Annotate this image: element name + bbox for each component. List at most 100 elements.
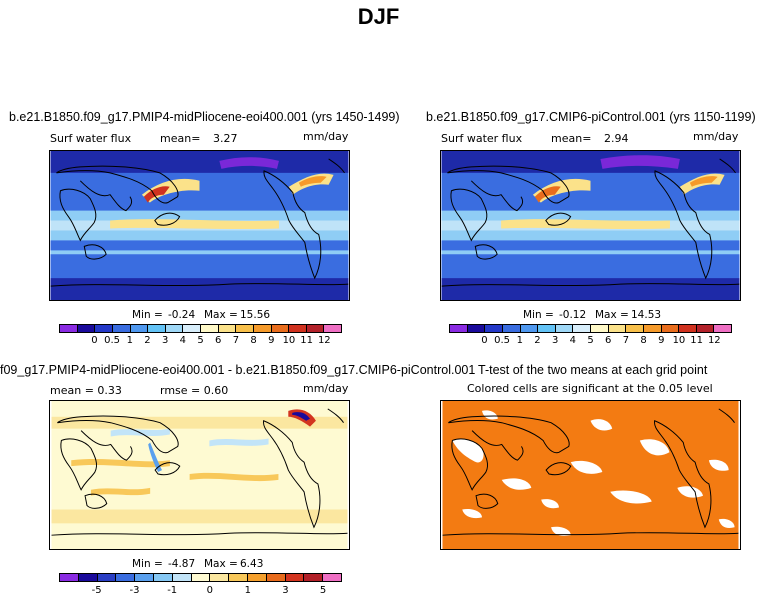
cbar1-box-5 [148, 325, 166, 332]
panel2-min-label: Min = [523, 309, 554, 321]
cbar3-box-0 [60, 574, 79, 581]
panel3-min-label: Min = [132, 558, 163, 570]
cbar3-box-13 [304, 574, 324, 581]
cbar1-tick-2: 1 [126, 335, 133, 346]
cbar1-box-1 [77, 325, 96, 332]
cbar1-box-13 [289, 325, 307, 332]
panel1-var-label: Surf water flux [50, 132, 132, 145]
panel4-title: T-test of the two means at each grid poi… [478, 363, 708, 377]
panel3-mean: mean = 0.33 [50, 384, 122, 397]
cbar3-box-14 [323, 574, 341, 581]
cbar3-box-4 [135, 574, 154, 581]
panel1-max-label: Max = [204, 309, 238, 321]
panel1-title: b.e21.B1850.f09_g17.PMIP4-midPliocene-eo… [9, 110, 400, 124]
panel3-max-value: 6.43 [240, 558, 264, 570]
panel1-mean-value: 3.27 [213, 132, 238, 145]
cbar2-box-15 [714, 325, 731, 332]
cbar3-box-2 [97, 574, 117, 581]
cbar1-box-2 [95, 325, 113, 332]
cbar1-tick-0: 0 [91, 335, 98, 346]
cbar1-tick-5: 4 [179, 335, 186, 346]
panel1-max-value: 15.56 [240, 309, 271, 321]
cbar2-box-14 [696, 325, 715, 332]
cbar1-box-10 [236, 325, 254, 332]
panel1-mean-label: mean= [160, 132, 201, 145]
cbar1-box-7 [183, 325, 201, 332]
cbar1-tick-8: 7 [232, 335, 240, 346]
panel2-max-value: 14.53 [631, 309, 662, 321]
panel1-units: mm/day [303, 130, 349, 143]
cbar3-tick-2: -1 [167, 585, 178, 596]
cbar2-box-4 [520, 325, 539, 332]
cbar1-box-12 [271, 325, 290, 332]
cbar3-box-6 [172, 574, 192, 581]
cbar3-box-12 [285, 574, 305, 581]
cbar1-box-3 [112, 325, 131, 332]
cbar2-tick-4: 3 [551, 335, 559, 346]
cbar2-box-1 [467, 325, 486, 332]
panel3-title: f09_g17.PMIP4-midPliocene-eoi400.001 - b… [0, 363, 476, 377]
cbar2-box-7 [573, 325, 591, 332]
cbar2-tick-6: 5 [587, 335, 594, 346]
panel4-map [440, 400, 741, 550]
cbar2-box-2 [485, 325, 503, 332]
cbar3-tick-3: 0 [206, 585, 214, 596]
cbar2-box-9 [608, 325, 627, 332]
panel2-mean-label: mean= [551, 132, 592, 145]
cbar3-box-5 [153, 574, 173, 581]
cbar2-tick-8: 7 [622, 335, 630, 346]
panel3-max-label: Max = [204, 558, 238, 570]
cbar2-tick-2: 1 [516, 335, 523, 346]
cbar2-box-0 [450, 325, 468, 332]
panel1-map [49, 150, 350, 301]
cbar3-box-1 [78, 574, 98, 581]
cbar2-box-11 [643, 325, 662, 332]
panel2-min-value: -0.12 [559, 309, 587, 321]
cbar2-tick-3: 2 [534, 335, 541, 346]
cbar2-box-8 [591, 325, 609, 332]
cbar3-tick-6: 5 [319, 585, 327, 596]
cbar2-tick-13: 12 [707, 335, 721, 346]
cbar3-tick-4: 1 [244, 585, 251, 596]
cbar1-box-4 [130, 325, 149, 332]
cbar1-tick-7: 6 [215, 335, 222, 346]
cbar2-box-10 [626, 325, 644, 332]
cbar1-box-8 [201, 325, 219, 332]
cbar2-tick-5: 4 [569, 335, 576, 346]
cbar1-box-15 [324, 325, 341, 332]
panel1-min-label: Min = [132, 309, 163, 321]
panel3-rmse: rmse = 0.60 [160, 384, 229, 397]
panel1-colorbar [59, 324, 342, 333]
cbar1-tick-1: 0.5 [104, 335, 121, 346]
cbar2-tick-10: 9 [658, 335, 665, 346]
panel2-map [440, 150, 741, 301]
cbar2-tick-1: 0.5 [494, 335, 511, 346]
cbar2-tick-11: 10 [672, 335, 686, 346]
cbar1-tick-11: 10 [282, 335, 296, 346]
cbar2-tick-9: 8 [640, 335, 647, 346]
cbar3-tick-1: -3 [129, 585, 140, 596]
panel4-subtitle: Colored cells are significant at the 0.0… [467, 382, 713, 395]
cbar2-tick-7: 6 [605, 335, 612, 346]
figure-title: DJF [357, 4, 400, 29]
panel2-max-label: Max = [595, 309, 629, 321]
cbar2-box-12 [661, 325, 680, 332]
cbar3-box-3 [116, 574, 136, 581]
panel3-min-value: -4.87 [168, 558, 196, 570]
cbar1-tick-13: 12 [317, 335, 331, 346]
cbar1-tick-9: 8 [250, 335, 257, 346]
cbar1-tick-4: 3 [161, 335, 169, 346]
cbar2-box-13 [679, 325, 697, 332]
panel1-colorbar-ticks: 0 0.5 1 2 3 4 5 6 7 8 9 10 11 12 [59, 335, 342, 347]
cbar1-tick-3: 2 [144, 335, 151, 346]
cbar1-tick-10: 9 [268, 335, 275, 346]
panel2-colorbar-ticks: 0 0.5 1 2 3 4 5 6 7 8 9 10 11 12 [449, 335, 732, 347]
cbar1-box-9 [218, 325, 237, 332]
cbar3-box-9 [229, 574, 248, 581]
panel1-min-value: -0.24 [168, 309, 196, 321]
panel2-units: mm/day [693, 130, 739, 143]
cbar2-tick-0: 0 [481, 335, 488, 346]
cbar2-box-3 [502, 325, 521, 332]
cbar2-box-6 [555, 325, 574, 332]
panel2-colorbar [449, 324, 732, 333]
